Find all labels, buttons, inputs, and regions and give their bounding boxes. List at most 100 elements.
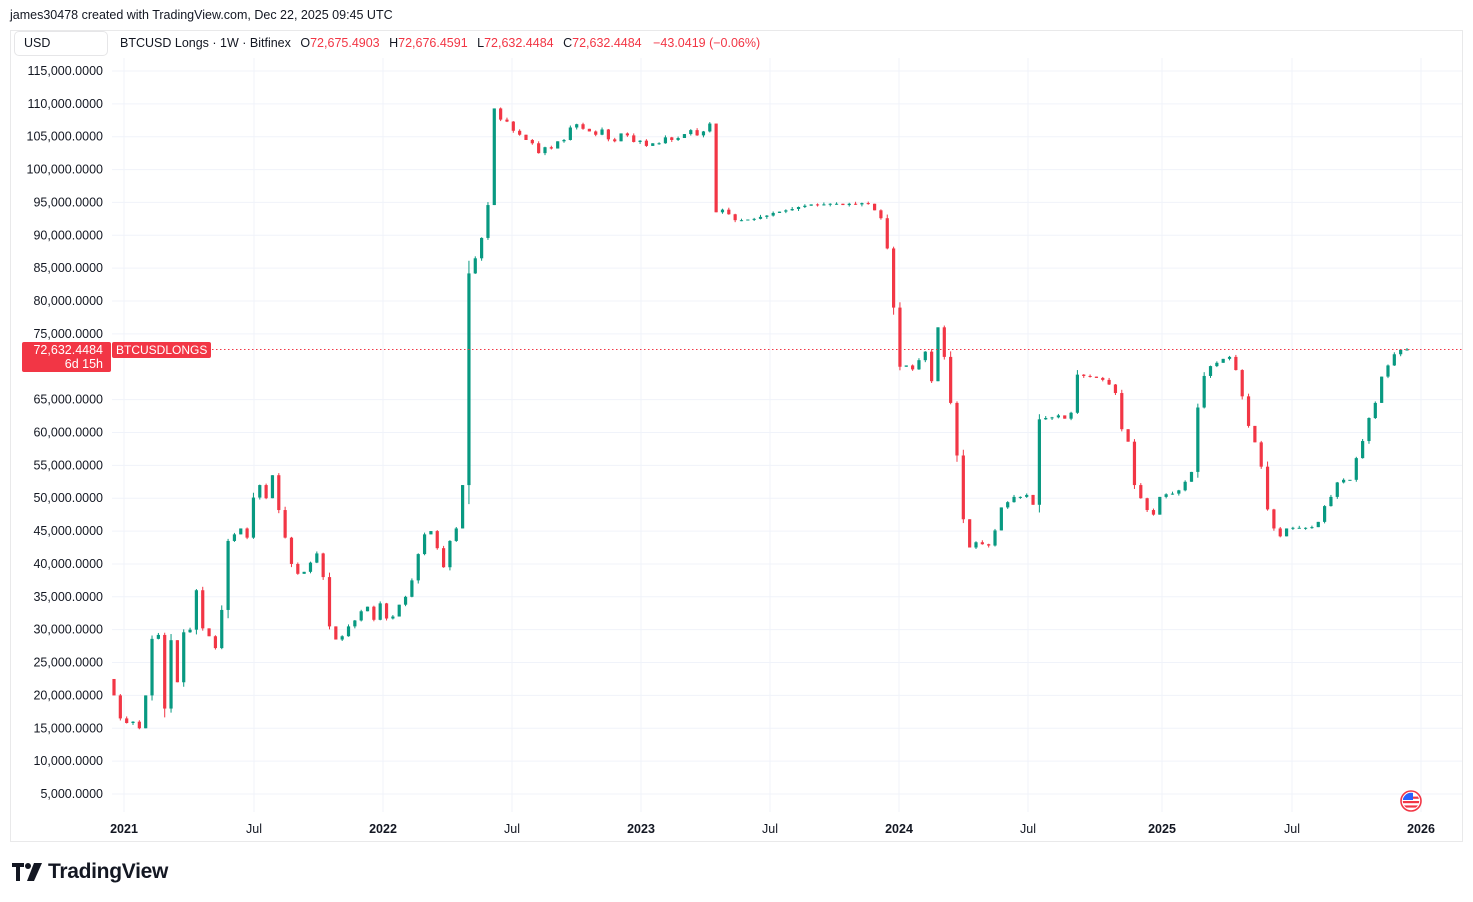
candle (1025, 494, 1029, 497)
candle (283, 510, 287, 538)
candle (1170, 493, 1175, 495)
candle (1031, 494, 1035, 505)
candle (632, 135, 636, 142)
candle (961, 455, 965, 520)
candle (1329, 496, 1333, 507)
candle (606, 129, 610, 140)
candle (968, 519, 972, 548)
close-label: C (563, 36, 573, 50)
candle (112, 678, 116, 696)
candle (270, 475, 275, 499)
symbol-tag: BTCUSDLONGS (112, 342, 212, 358)
currency-selector[interactable]: USD (14, 31, 108, 56)
candle (923, 351, 927, 361)
candle (1132, 441, 1137, 486)
candle (587, 128, 591, 132)
candle (936, 327, 940, 382)
candle (1082, 374, 1086, 376)
candle (499, 108, 503, 120)
candle (416, 554, 420, 581)
open-label: O (300, 36, 311, 50)
candle (334, 626, 338, 640)
candle (182, 632, 186, 683)
candle (987, 544, 991, 546)
candle (1386, 365, 1390, 377)
candle (296, 563, 300, 574)
candle (556, 141, 560, 149)
x-axis-label: Jul (762, 822, 778, 836)
candle (911, 365, 915, 370)
candle (1075, 374, 1080, 413)
candle (378, 603, 382, 620)
y-axis-label: 115,000.0000 (27, 64, 103, 78)
candle (1399, 349, 1403, 355)
y-axis-label: 10,000.0000 (33, 754, 103, 768)
candle (1056, 415, 1060, 418)
candle (518, 130, 522, 135)
y-axis-label: 85,000.0000 (33, 261, 103, 275)
candle (758, 216, 763, 219)
candle (473, 258, 477, 274)
candle (720, 209, 725, 213)
candle (613, 139, 617, 142)
candle (537, 143, 541, 154)
candle (651, 143, 655, 146)
candle (213, 636, 218, 649)
candle (853, 203, 858, 205)
y-axis-label: 95,000.0000 (33, 195, 103, 209)
candle (733, 214, 737, 221)
candle (689, 130, 693, 135)
candle (492, 108, 496, 206)
candle (860, 203, 864, 205)
candle (670, 137, 674, 140)
candle (892, 248, 896, 308)
candle (980, 542, 984, 545)
candle (752, 218, 756, 220)
candle (682, 134, 687, 139)
candle (955, 402, 959, 456)
candle (1335, 482, 1339, 497)
tradingview-logo-icon (12, 863, 42, 881)
candle (480, 237, 484, 259)
candle (245, 528, 249, 538)
candle (144, 695, 148, 729)
candle (885, 218, 889, 249)
x-axis-label: 2024 (885, 822, 913, 836)
candle (524, 134, 528, 140)
candle (1348, 479, 1352, 481)
us-flag-event-icon[interactable] (1400, 790, 1422, 817)
candle (1297, 527, 1301, 529)
candle (777, 211, 782, 213)
candle (1126, 429, 1130, 442)
candle (784, 210, 788, 212)
open-value: 72,675.4903 (310, 36, 380, 50)
candle (1278, 528, 1282, 537)
candle (308, 562, 313, 572)
candle (575, 124, 579, 128)
candle (828, 203, 832, 205)
candle (1177, 490, 1181, 494)
candle (657, 143, 661, 145)
brand-name: TradingView (48, 860, 169, 883)
y-axis-label: 75,000.0000 (33, 327, 103, 341)
y-axis-label: 60,000.0000 (33, 425, 103, 439)
candle (137, 721, 141, 729)
candle (359, 611, 363, 621)
candle (384, 603, 389, 619)
candle (403, 596, 408, 605)
x-axis-label: 2023 (627, 822, 655, 836)
candle (1012, 496, 1016, 503)
change-value: −43.0419 (−0.06%) (653, 36, 761, 50)
candle (619, 133, 623, 142)
candle (1101, 377, 1105, 380)
candle (904, 365, 908, 367)
candle (422, 534, 427, 555)
tradingview-logo[interactable]: TradingView (12, 860, 168, 884)
candle (822, 204, 826, 206)
candle (1088, 375, 1092, 377)
candle (841, 203, 845, 206)
symbol-title[interactable]: BTCUSD Longs · 1W · Bitfinex (120, 36, 291, 50)
candle (1037, 419, 1041, 505)
candle (1196, 407, 1200, 472)
